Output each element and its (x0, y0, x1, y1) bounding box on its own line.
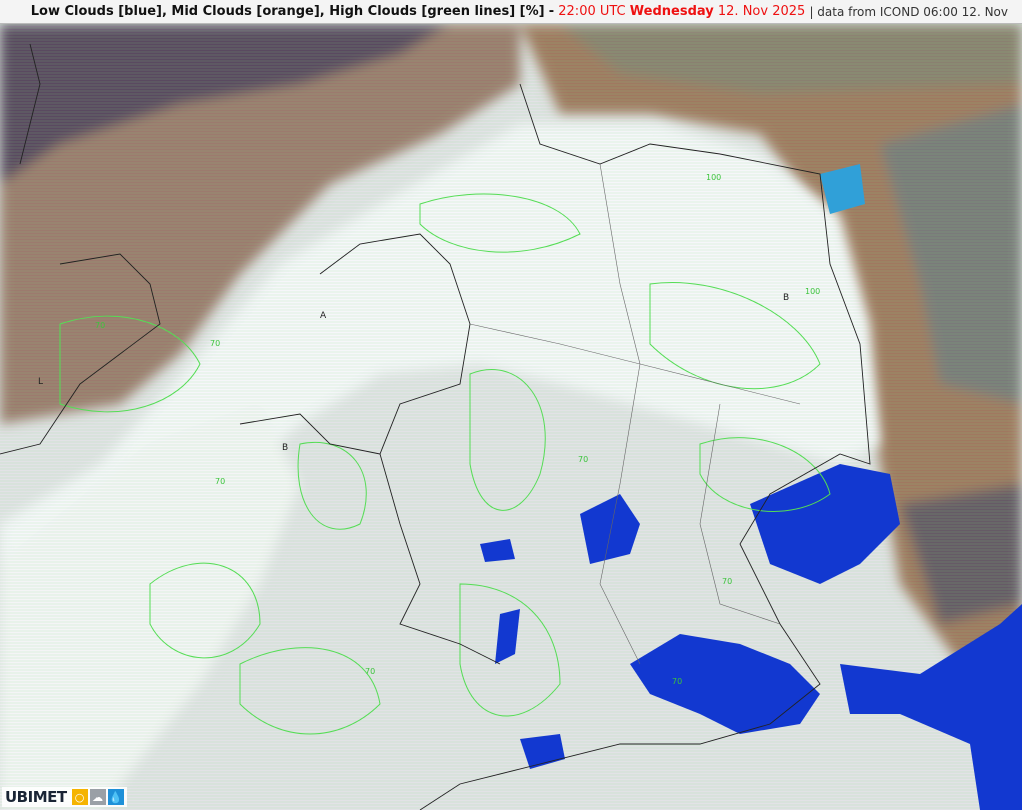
pressure-label-b2: B (783, 293, 789, 303)
pressure-label-a: A (320, 311, 327, 321)
contour-label: 70 (95, 321, 105, 330)
contour-label: 70 (578, 455, 588, 464)
sub-borders (469, 163, 801, 665)
country-borders (0, 43, 871, 810)
pressure-label-low: L (38, 377, 43, 387)
pressure-label-b1: B (282, 443, 288, 453)
contour-label: 70 (722, 577, 732, 586)
contour-label: 70 (215, 477, 225, 486)
ubimet-logo: UBIMET ○ ☁ 💧 (2, 787, 127, 807)
low-clouds-layer (480, 164, 1022, 810)
cloud-map[interactable]: L A B B 70 70 70 70 70 100 100 70 70 (0, 24, 1022, 810)
sun-icon: ○ (71, 789, 88, 805)
title-time: 22:00 UTC (558, 4, 626, 19)
map-title: Low Clouds [blue], Mid Clouds [orange], … (0, 0, 1022, 24)
contour-label: 70 (672, 677, 682, 686)
title-separator: - (548, 4, 555, 19)
contour-label: 70 (365, 667, 375, 676)
title-date: 12. Nov 2025 (717, 4, 806, 19)
title-source: | data from ICOND 06:00 12. Nov (809, 4, 1008, 19)
high-cloud-contours (59, 193, 831, 735)
logo-text: UBIMET (5, 788, 67, 806)
contour-label: 70 (210, 339, 220, 348)
contour-label: 100 (805, 287, 820, 296)
cloud-icon: ☁ (89, 789, 106, 805)
title-weekday: Wednesday (629, 4, 714, 19)
drop-icon: 💧 (107, 789, 124, 805)
contour-label: 100 (706, 173, 721, 182)
title-layers: Low Clouds [blue], Mid Clouds [orange], … (30, 4, 545, 19)
